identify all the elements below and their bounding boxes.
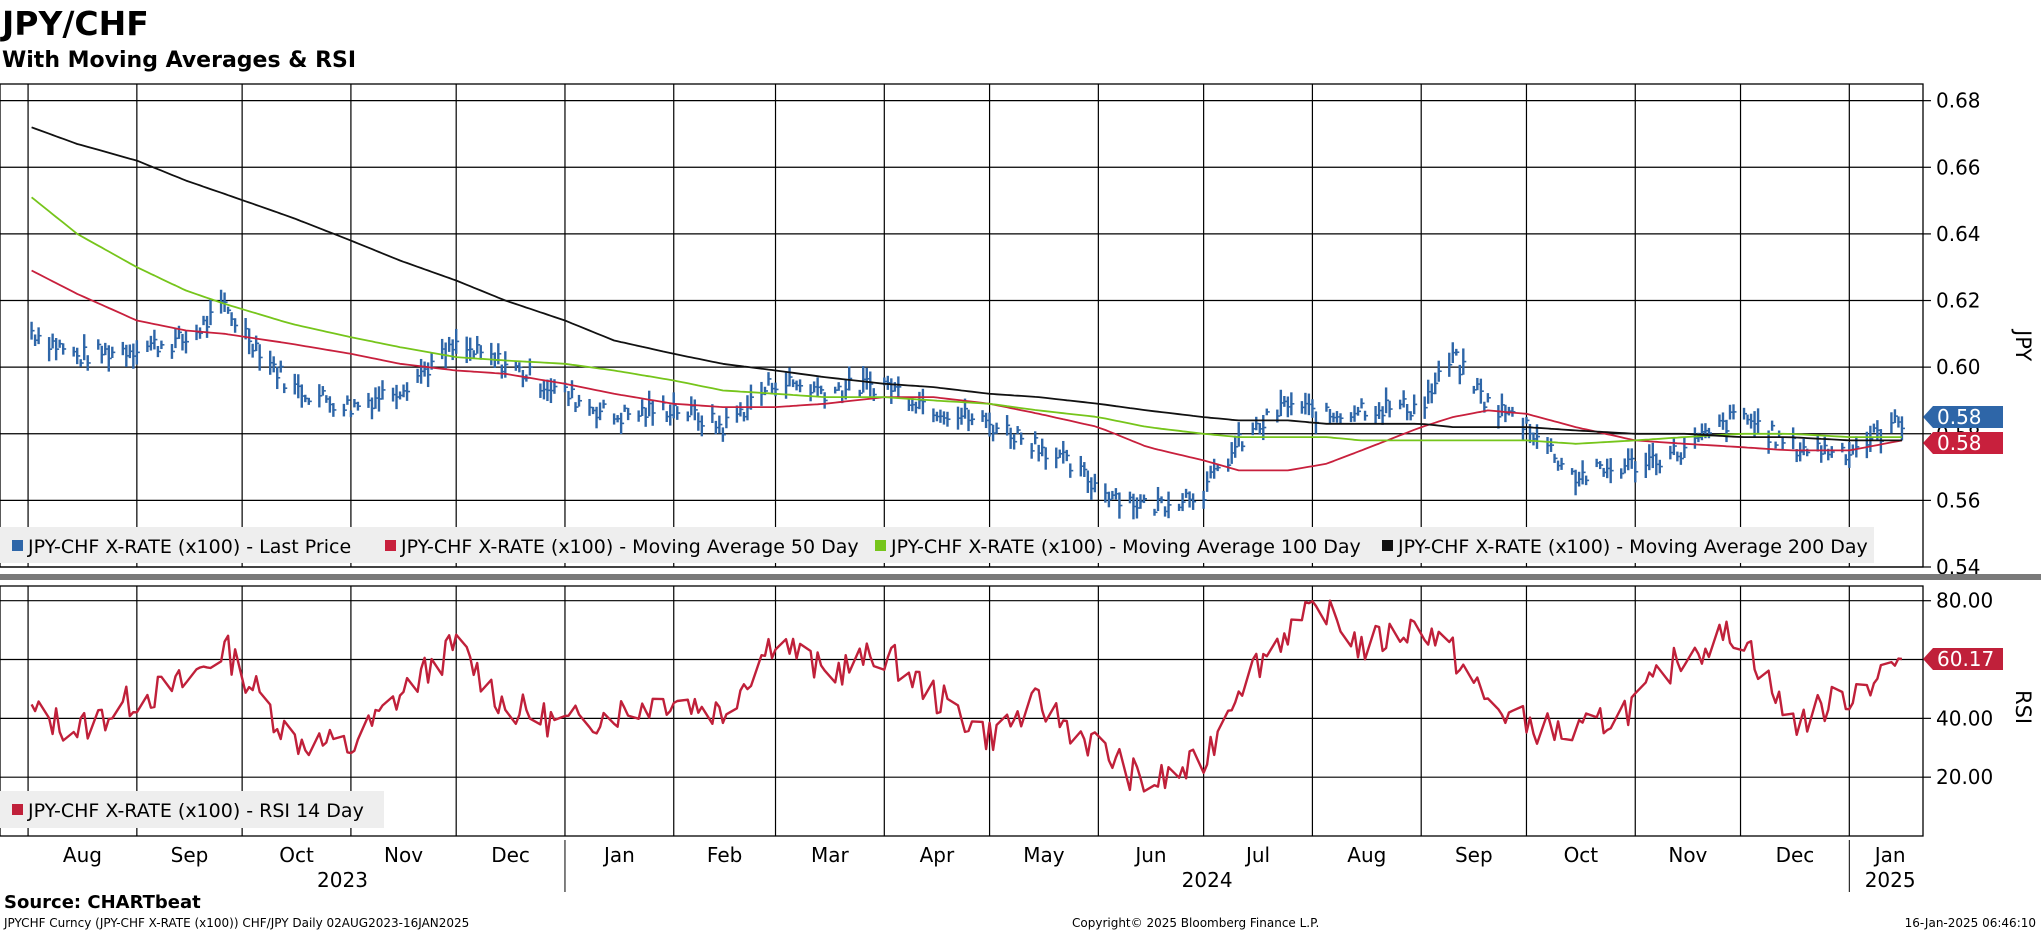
x-month-label: Jan [602,843,635,867]
rsi-line [30,599,1903,793]
chart-subtitle: With Moving Averages & RSI [2,48,356,73]
svg-text:0.58: 0.58 [1937,431,1982,455]
x-year-label: 2023 [317,868,368,892]
last-price-badge: 0.58 [1923,405,2003,429]
x-month-label: Dec [491,843,530,867]
ticker-info: JPYCHF Curncy (JPY-CHF X-RATE (x100)) CH… [3,916,469,930]
price-y-tick-label: 0.60 [1936,355,1981,379]
legend-swatch [875,540,886,551]
x-month-label: Mar [811,843,850,867]
rsi-y-tick-label: 20.00 [1936,765,1993,789]
price-last-value-labels: 0.580.58 [1923,405,2003,455]
price-lines [31,126,1903,472]
rsi-last-value-labels: 60.17 [1923,647,2003,671]
legend-entry: JPY-CHF X-RATE (x100) - Moving Average 5… [400,536,859,558]
price-axis-label: JPY [2011,328,2035,361]
legend-swatch [12,804,23,815]
copyright-text: Copyright© 2025 Bloomberg Finance L.P. [1072,916,1319,930]
x-month-label: Sep [171,843,209,867]
x-month-label: Nov [384,843,423,867]
legend-swatch [385,540,396,551]
rsi-legend: JPY-CHF X-RATE (x100) - RSI 14 Day [0,791,384,828]
legend-entry: JPY-CHF X-RATE (x100) - Moving Average 1… [890,536,1361,558]
x-month-label: Nov [1668,843,1707,867]
source-label: Source: CHARTbeat [4,892,201,913]
svg-text:60.17: 60.17 [1937,647,1994,671]
timestamp-text: 16-Jan-2025 06:46:10 [1905,916,2036,930]
chart-title: JPY/CHF [0,4,149,43]
rsi-plot-frame [0,585,1924,837]
legend-entry: JPY-CHF X-RATE (x100) - Moving Average 2… [1397,536,1868,558]
price-panel: 0.540.560.580.600.620.640.660.68 0.580.5… [0,83,2035,579]
x-month-label: Jan [1873,843,1906,867]
x-month-label: Dec [1776,843,1815,867]
price-y-tick-label: 0.64 [1936,222,1981,246]
price-y-tick-label: 0.56 [1936,488,1981,512]
legend-entry: JPY-CHF X-RATE (x100) - RSI 14 Day [27,800,364,822]
x-month-label: Feb [707,843,742,867]
x-month-label: Jul [1244,843,1270,867]
rsi-legend-box [0,791,384,828]
price-bars [30,289,1905,520]
x-month-label: Jun [1133,843,1166,867]
price-legend: JPY-CHF X-RATE (x100) - Last Price JPY-CH… [0,527,1874,563]
rsi-last-value-badge: 60.17 [1923,647,2003,671]
rsi-lines [30,599,1903,793]
legend-swatch [12,540,23,551]
x-month-label: Sep [1455,843,1493,867]
ma200-line [31,126,1902,442]
x-month-label: Apr [920,843,955,867]
rsi-axis-label: RSI [2011,690,2035,724]
price-y-axis: 0.540.560.580.600.620.640.660.68 [1923,89,1981,579]
x-month-label: May [1023,843,1065,867]
x-axis: Aug Sep Oct Nov Dec Jan Feb Mar Apr May Jun Jul Aug S… [63,840,1916,892]
legend-entry: JPY-CHF X-RATE (x100) - Last Price [27,536,351,558]
x-month-label: Aug [1347,843,1386,867]
x-month-label: Oct [279,843,314,867]
rsi-y-tick-label: 40.00 [1936,706,1993,730]
price-grid [0,83,1924,568]
price-y-tick-label: 0.62 [1936,289,1981,313]
price-y-tick-label: 0.66 [1936,155,1981,179]
price-y-tick-label: 0.68 [1936,89,1981,113]
ma100-line [31,196,1902,445]
rsi-y-tick-label: 80.00 [1936,589,1993,613]
x-month-label: Aug [63,843,102,867]
x-month-label: Oct [1564,843,1599,867]
panel-divider [0,574,2041,580]
svg-text:0.58: 0.58 [1937,405,1982,429]
price-plot-frame [0,83,1924,568]
legend-swatch [1382,540,1393,551]
x-year-label: 2024 [1182,868,1233,892]
ma50-last-value-badge: 0.58 [1923,431,2003,455]
price-legend-box [0,527,1874,563]
x-year-label: 2025 [1865,868,1916,892]
